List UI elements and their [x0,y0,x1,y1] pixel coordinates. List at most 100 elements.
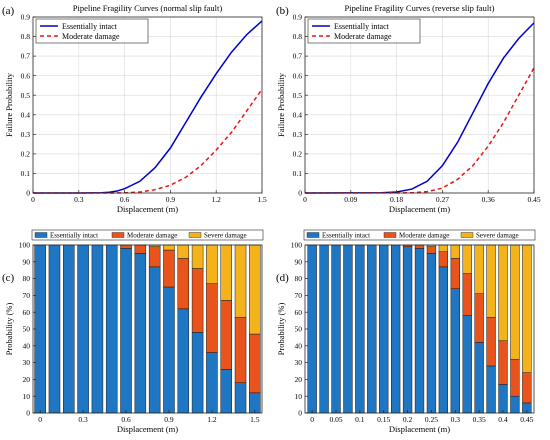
axes-frame [304,16,535,194]
bar-segment-2 [191,268,204,333]
bar-segment-1 [390,244,401,414]
x-tick-label: 0.9 [164,415,174,424]
legend-label-3: Severe damage [476,232,519,240]
panel-label: (a) [2,5,15,17]
chart-panel-3: 0 0.3 0.6 0.9 1.2 1.5 0 10 20 30 40 50 60 70 80 90 100 Di… [2,229,264,434]
x-axis-label: Displacement (m) [389,204,450,214]
bar-segment-1 [34,244,46,414]
bar-segment-3 [438,244,449,252]
legend-label-3: Severe damage [204,232,247,240]
bar-segment-1 [426,253,437,414]
bar-segment-1 [462,315,472,414]
bar-segment-3 [522,244,532,373]
y-tick-label: 0.6 [21,71,31,80]
bar-segment-1 [163,286,175,414]
bar-segment-1 [120,248,132,414]
bar-segment-1 [414,248,425,414]
bar-segment-3 [206,244,218,284]
x-tick-label: 1.5 [257,195,267,204]
y-tick-label: 0.1 [21,169,31,178]
y-tick-label: 0.8 [21,32,31,41]
bar-segment-2 [522,372,532,404]
y-tick-label: 30 [295,358,303,367]
bar-segment-2 [206,283,218,353]
x-tick-label: 0.35 [473,415,486,424]
legend-swatch-1 [306,232,320,238]
legend-swatch-2 [111,232,125,238]
bar-segment-3 [177,244,190,259]
y-tick-label: 40 [23,341,31,350]
legend-label-2: Moderate damage [62,32,120,41]
x-tick-label: 0.1 [355,415,365,424]
x-axis-label: Displacement (m) [389,424,450,434]
x-tick-label: 0.36 [482,195,495,204]
legend-box [31,229,264,241]
bar-segment-3 [234,244,247,318]
bar-segment-3 [191,244,204,269]
bar-segment-3 [462,244,472,274]
legend-label-2: Moderate damage [399,232,449,240]
bar-segment-1 [249,392,261,414]
bar-segment-1 [48,244,61,414]
bar-segment-1 [134,253,147,414]
y-tick-label: 0.3 [21,130,31,139]
y-tick-label: 50 [23,325,31,334]
bar-segment-1 [438,266,449,414]
bar-segment-1 [367,244,377,414]
legend-label-2: Moderate damage [127,232,177,240]
x-tick-label: 0.25 [425,415,438,424]
x-tick-label: 0.45 [527,195,540,204]
legend-box [35,18,149,44]
y-axis-label: Probability (%) [4,303,14,356]
plot-area [305,17,534,193]
legend-label-1: Essentially intact [322,232,370,240]
y-tick-label: 0.1 [293,169,303,178]
y-tick-label: 20 [23,375,31,384]
series-line-1 [304,22,535,194]
bar-segment-1 [486,365,496,414]
series-line-2 [33,88,263,194]
bar-segment-2 [462,273,472,316]
x-tick-label: 0.3 [451,415,461,424]
bar-segment-1 [220,369,232,414]
x-tick-label: 0.2 [403,415,413,424]
axes-frame [32,16,263,194]
bar-segment-1 [510,395,520,414]
chart-panel-1: 0 0.3 0.6 0.9 1.2 1.5 0 0.1 0.2 0.3 0.4 0.5 0.6 0.7 0.… [2,3,267,214]
legend-box [303,229,536,241]
x-axis-label: Displacement (m) [117,204,178,214]
bar-segment-1 [331,244,341,414]
bar-segment-1 [319,244,329,414]
x-tick-label: 0.15 [377,415,390,424]
panel-label: (b) [276,5,289,17]
chart-panel-2: 0 0.09 0.18 0.27 0.36 0.45 0 0.1 0.2 0.3 0.4 0.5 0.6… [276,3,541,214]
bar-segment-2 [249,333,261,394]
y-tick-label: 0.3 [293,130,303,139]
x-tick-label: 0.18 [390,195,403,204]
y-tick-label: 70 [295,291,303,300]
y-tick-label: 0 [26,189,30,198]
x-tick-label: 0.9 [166,195,176,204]
y-tick-label: 0.7 [293,52,303,61]
y-tick-label: 0.8 [293,32,303,41]
x-tick-label: 0.27 [436,195,449,204]
bar-segment-2 [148,246,161,268]
y-tick-label: 10 [295,392,303,401]
bar-segment-2 [438,251,449,268]
bar-segment-2 [163,249,175,288]
y-axis-label: Failure Probability [4,72,14,137]
x-axis-label: Displacement (m) [117,424,178,434]
bar-segment-2 [450,258,460,289]
bar-segment-1 [63,244,75,414]
bar-segment-2 [498,340,508,385]
y-tick-label: 0 [298,409,302,418]
x-tick-label: 0.09 [344,195,357,204]
x-tick-label: 0 [31,195,35,204]
bar-segment-3 [486,244,496,318]
bar-segment-1 [206,352,218,414]
bar-segment-1 [307,244,317,414]
y-tick-label: 100 [19,241,31,250]
y-tick-label: 0.5 [293,91,303,100]
y-tick-label: 0.6 [293,71,303,80]
chart-title: Pipeline Fragility Curves (normal slip f… [73,3,223,13]
